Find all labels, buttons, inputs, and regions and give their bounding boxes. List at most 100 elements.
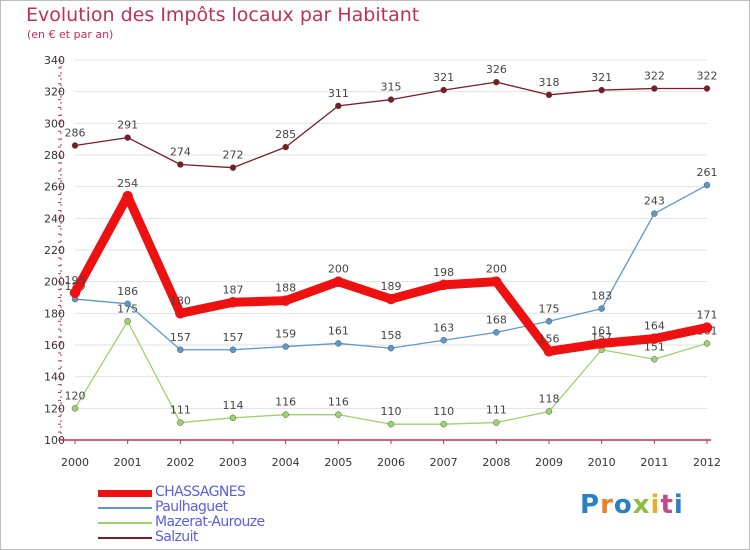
data-point [651, 356, 658, 363]
data-point [335, 340, 342, 347]
y-tick-label: 200 [44, 276, 65, 289]
proxiti-logo: Proxiti [580, 490, 684, 520]
data-point [543, 346, 555, 357]
legend-swatch [98, 522, 152, 524]
data-label: 198 [433, 266, 454, 279]
data-point [333, 276, 344, 287]
data-label: 110 [433, 405, 454, 418]
data-point [282, 411, 289, 418]
data-label: 318 [539, 76, 560, 89]
data-point [71, 405, 79, 412]
data-label: 272 [223, 149, 244, 162]
legend-label: Mazerat-Aurouze [155, 514, 265, 530]
y-tick-label: 120 [44, 402, 65, 415]
legend-label: CHASSAGNES [155, 484, 246, 500]
data-point [651, 210, 658, 217]
y-tick-label: 140 [44, 371, 65, 384]
data-label: 159 [275, 328, 296, 341]
data-point [493, 329, 500, 336]
data-point [177, 161, 184, 168]
x-tick-label: 2006 [377, 456, 405, 469]
data-point [177, 346, 184, 353]
logo-letter: i [650, 490, 661, 520]
data-point [545, 318, 553, 325]
data-label: 243 [644, 195, 665, 208]
x-tick-label: 2010 [588, 456, 616, 469]
data-point [598, 86, 605, 94]
y-tick-label: 340 [44, 54, 65, 67]
data-label: 200 [328, 263, 349, 276]
data-label: 111 [486, 404, 507, 417]
y-tick-label: 160 [44, 339, 65, 352]
data-point [387, 344, 395, 352]
data-label: 180 [170, 294, 191, 307]
data-point [177, 419, 184, 426]
x-tick-label: 2002 [166, 456, 194, 469]
y-tick-label: 180 [44, 307, 65, 320]
data-label: 116 [275, 396, 296, 409]
data-label: 163 [433, 321, 454, 334]
x-tick-label: 2004 [272, 456, 300, 469]
data-label: 110 [381, 405, 402, 418]
legend-label: Salzuit [155, 529, 198, 545]
data-point [124, 300, 131, 308]
data-point [493, 419, 500, 426]
data-label: 285 [275, 128, 296, 141]
data-label: 274 [170, 146, 191, 159]
data-point [175, 308, 186, 319]
data-point [229, 414, 237, 422]
logo-letter: t [660, 490, 674, 520]
data-point [545, 91, 553, 99]
data-point [69, 287, 81, 298]
data-point [440, 337, 447, 344]
data-point [124, 318, 131, 325]
x-tick-label: 2007 [430, 456, 458, 469]
data-point [387, 420, 395, 428]
data-point [649, 333, 660, 344]
data-point [122, 190, 133, 202]
x-tick-label: 2011 [640, 456, 668, 469]
data-point [385, 293, 397, 305]
data-label: 200 [486, 263, 507, 276]
logo-letter: x [632, 490, 651, 520]
x-tick-label: 2001 [114, 456, 142, 469]
data-label: 156 [539, 332, 560, 345]
data-point [387, 96, 395, 103]
data-label: 193 [65, 274, 86, 287]
data-label: 168 [486, 313, 507, 326]
data-label: 322 [644, 70, 665, 83]
data-label: 175 [539, 302, 560, 315]
data-point [440, 86, 447, 94]
data-label: 157 [170, 331, 191, 344]
data-point [598, 305, 605, 312]
x-tick-label: 2008 [482, 456, 510, 469]
data-label: 326 [486, 63, 507, 76]
y-tick-label: 240 [44, 212, 65, 225]
data-point [491, 276, 502, 287]
series-line-paulhaguet [74, 184, 708, 351]
logo-letter: r [600, 490, 614, 520]
data-point [71, 142, 79, 149]
data-label: 164 [644, 320, 665, 333]
data-label: 114 [223, 399, 244, 412]
data-label: 157 [223, 331, 244, 344]
data-label: 321 [591, 71, 612, 84]
x-tick-label: 2012 [693, 456, 721, 469]
data-label: 189 [381, 280, 402, 293]
y-tick-label: 260 [44, 181, 65, 194]
data-point [335, 102, 342, 110]
x-tick-label: 2003 [219, 456, 247, 469]
data-point [596, 338, 607, 349]
data-label: 321 [433, 71, 454, 84]
y-tick-label: 320 [44, 86, 65, 99]
data-point [651, 85, 658, 92]
data-label: 161 [591, 324, 612, 337]
data-label: 315 [381, 81, 402, 94]
chart-title: Evolution des Impôts locaux par Habitant [26, 4, 420, 26]
data-point [545, 408, 553, 415]
data-label: 111 [170, 404, 191, 417]
series-line-chassagnes [70, 191, 712, 356]
data-point [440, 420, 447, 428]
data-label: 175 [117, 302, 138, 315]
data-point [335, 411, 342, 418]
